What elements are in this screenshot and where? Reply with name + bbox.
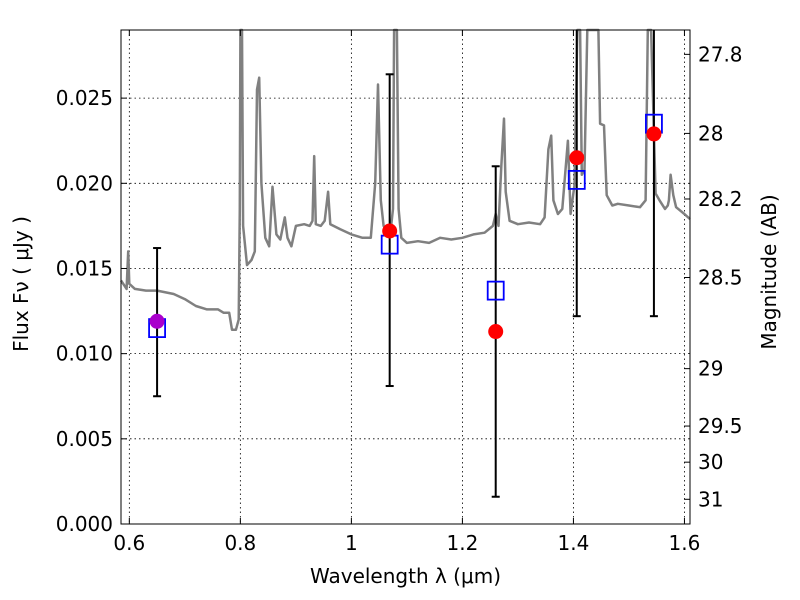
right-tick-label: 28 (698, 121, 723, 145)
observed-flux-point (149, 313, 165, 329)
right-axis-label: Magnitude (AB) (757, 194, 781, 349)
y-tick-label: 0.000 (56, 512, 113, 536)
x-axis-label: Wavelength λ (μm) (310, 564, 501, 588)
plot-frame (120, 29, 691, 525)
right-tick-label: 27.8 (698, 42, 743, 66)
observed-flux-point (646, 126, 662, 142)
y-axis-label: Flux Fν ( μJy ) (9, 216, 33, 352)
right-tick-label: 29 (698, 357, 723, 381)
right-tick-label: 28.2 (698, 187, 743, 211)
y-tick-label: 0.005 (56, 427, 113, 451)
x-tick-label: 0.6 (113, 531, 145, 555)
x-tick-label: 1.6 (669, 531, 701, 555)
model-photometry-square (486, 280, 505, 301)
axis-ticks: 0.6 0.8 1 1.2 1.4 1.6 0.000 0.005 0.010 0.015 0.02… (56, 30, 743, 555)
y-tick-label: 0.015 (56, 256, 113, 280)
observed-flux-point (488, 324, 504, 340)
observed-flux-point (569, 150, 585, 166)
x-tick-label: 1 (345, 531, 358, 555)
x-tick-label: 1.4 (558, 531, 590, 555)
x-tick-label: 0.8 (224, 531, 256, 555)
y-tick-label: 0.020 (56, 171, 113, 195)
right-tick-label: 28.5 (698, 266, 743, 290)
x-tick-label: 1.2 (446, 531, 478, 555)
right-tick-label: 31 (698, 487, 723, 511)
y-tick-label: 0.025 (56, 86, 113, 110)
y-tick-label: 0.010 (56, 342, 113, 366)
observed-flux-point (382, 223, 398, 239)
model-photometry-square (567, 170, 586, 190)
right-tick-label: 29.5 (698, 414, 743, 438)
right-tick-label: 30 (698, 450, 723, 474)
observed-flux-markers (149, 126, 662, 340)
